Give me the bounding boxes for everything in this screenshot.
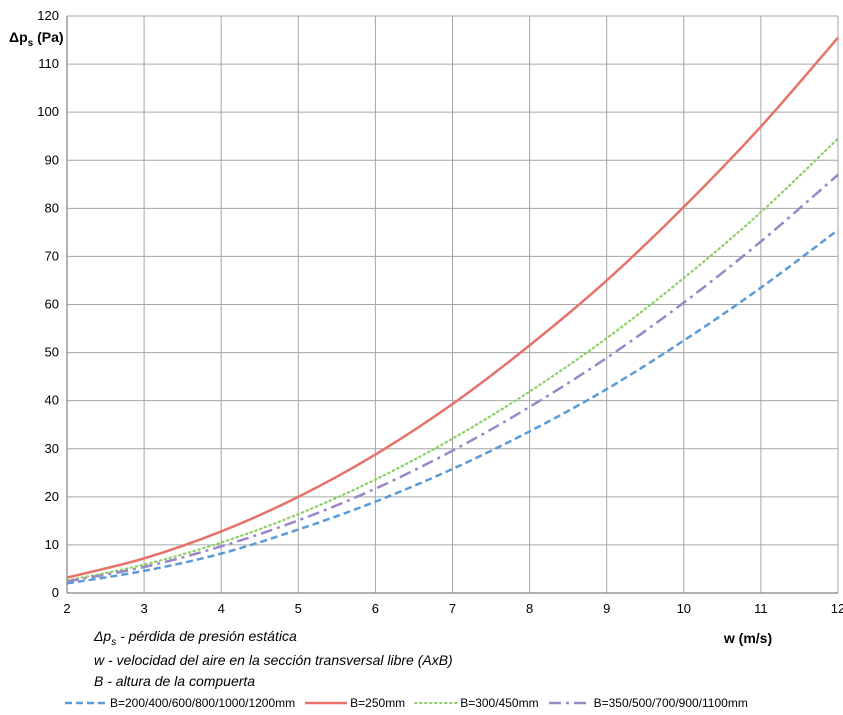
x-tick-label: 12 — [831, 601, 843, 616]
y-tick-label: 10 — [45, 537, 59, 552]
x-tick-label: 11 — [754, 601, 768, 616]
y-tick-label: 70 — [45, 248, 59, 263]
y-tick-label: 100 — [37, 104, 59, 119]
x-tick-label: 6 — [372, 601, 379, 616]
legend-swatch — [548, 701, 591, 705]
note-velocity: w - velocidad del aire en la sección tra… — [94, 652, 453, 668]
grid — [66, 15, 839, 594]
y-axis-label-sub: s — [28, 38, 34, 49]
legend-swatch — [65, 701, 107, 705]
legend-item-2: B=250mm — [304, 696, 405, 710]
legend-swatch — [305, 701, 348, 705]
legend-item-1: B=200/400/600/800/1000/1200mm — [64, 696, 295, 710]
y-tick-label: 0 — [52, 585, 59, 600]
x-axis-label: w (m/s) — [723, 630, 772, 646]
y-tick-label: 50 — [45, 345, 59, 360]
note-pressure-symbol: Δp — [94, 628, 112, 644]
y-axis-label-main: Δp — [9, 29, 28, 45]
y-tick-label: 90 — [45, 152, 59, 167]
x-tick-label: 3 — [140, 601, 147, 616]
x-tick-label: 7 — [449, 601, 456, 616]
y-tick-label: 20 — [45, 489, 59, 504]
y-tick-label: 120 — [37, 8, 59, 23]
y-axis-label: Δps (Pa) — [9, 29, 64, 49]
series-line-2 — [66, 36, 839, 579]
x-tick-label: 4 — [218, 601, 225, 616]
x-tick-labels: 2 3 4 5 6 7 8 9 10 11 12 — [63, 601, 843, 616]
y-tick-label: 60 — [45, 297, 59, 312]
legend-label: B=200/400/600/800/1000/1200mm — [110, 696, 296, 710]
legend-label: B=350/500/700/900/1100mm — [593, 696, 748, 710]
legend: B=200/400/600/800/1000/1200mm B=250mm B=30… — [64, 696, 757, 710]
legend-item-4: B=350/500/700/900/1100mm — [548, 696, 748, 710]
series-lines — [65, 36, 840, 585]
series-line-3 — [65, 137, 840, 582]
note-pressure-text: - pérdida de presión estática — [116, 628, 297, 644]
x-tick-label: 2 — [63, 601, 70, 616]
y-tick-label: 40 — [45, 393, 59, 408]
x-tick-label: 10 — [677, 601, 691, 616]
y-tick-label: 30 — [45, 441, 59, 456]
x-tick-label: 9 — [603, 601, 610, 616]
legend-label: B=250mm — [350, 696, 406, 710]
y-axis-label-unit: (Pa) — [33, 29, 63, 45]
y-tick-label: 80 — [45, 200, 59, 215]
legend-item-3: B=300/450mm — [414, 696, 539, 710]
series-line-1 — [66, 228, 839, 585]
legend-label: B=300/450mm — [460, 696, 539, 710]
axes — [66, 16, 838, 594]
x-tick-label: 8 — [526, 601, 533, 616]
y-tick-label: 110 — [38, 56, 59, 71]
note-pressure-sub: s — [111, 636, 117, 648]
note-height: B - altura de la compuerta — [94, 673, 256, 689]
legend-swatch — [414, 702, 459, 704]
y-tick-labels: 0 10 20 30 40 50 60 70 80 90 100 110 120 — [37, 8, 59, 600]
note-pressure: Δps - pérdida de presión estática — [94, 628, 297, 648]
x-tick-label: 5 — [295, 601, 302, 616]
